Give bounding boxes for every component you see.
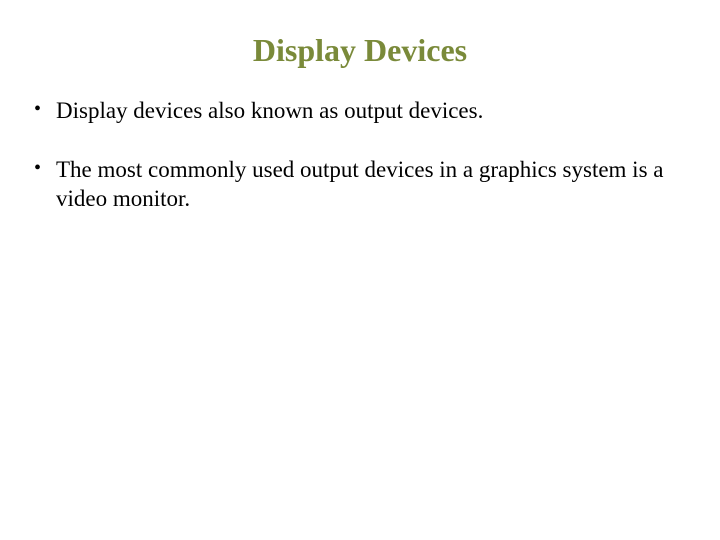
slide-container: Display Devices Display devices also kno…	[0, 0, 720, 540]
bullet-item: Display devices also known as output dev…	[32, 97, 696, 126]
bullet-item: The most commonly used output devices in…	[32, 156, 696, 214]
bullet-list: Display devices also known as output dev…	[24, 97, 696, 213]
slide-title: Display Devices	[24, 32, 696, 69]
